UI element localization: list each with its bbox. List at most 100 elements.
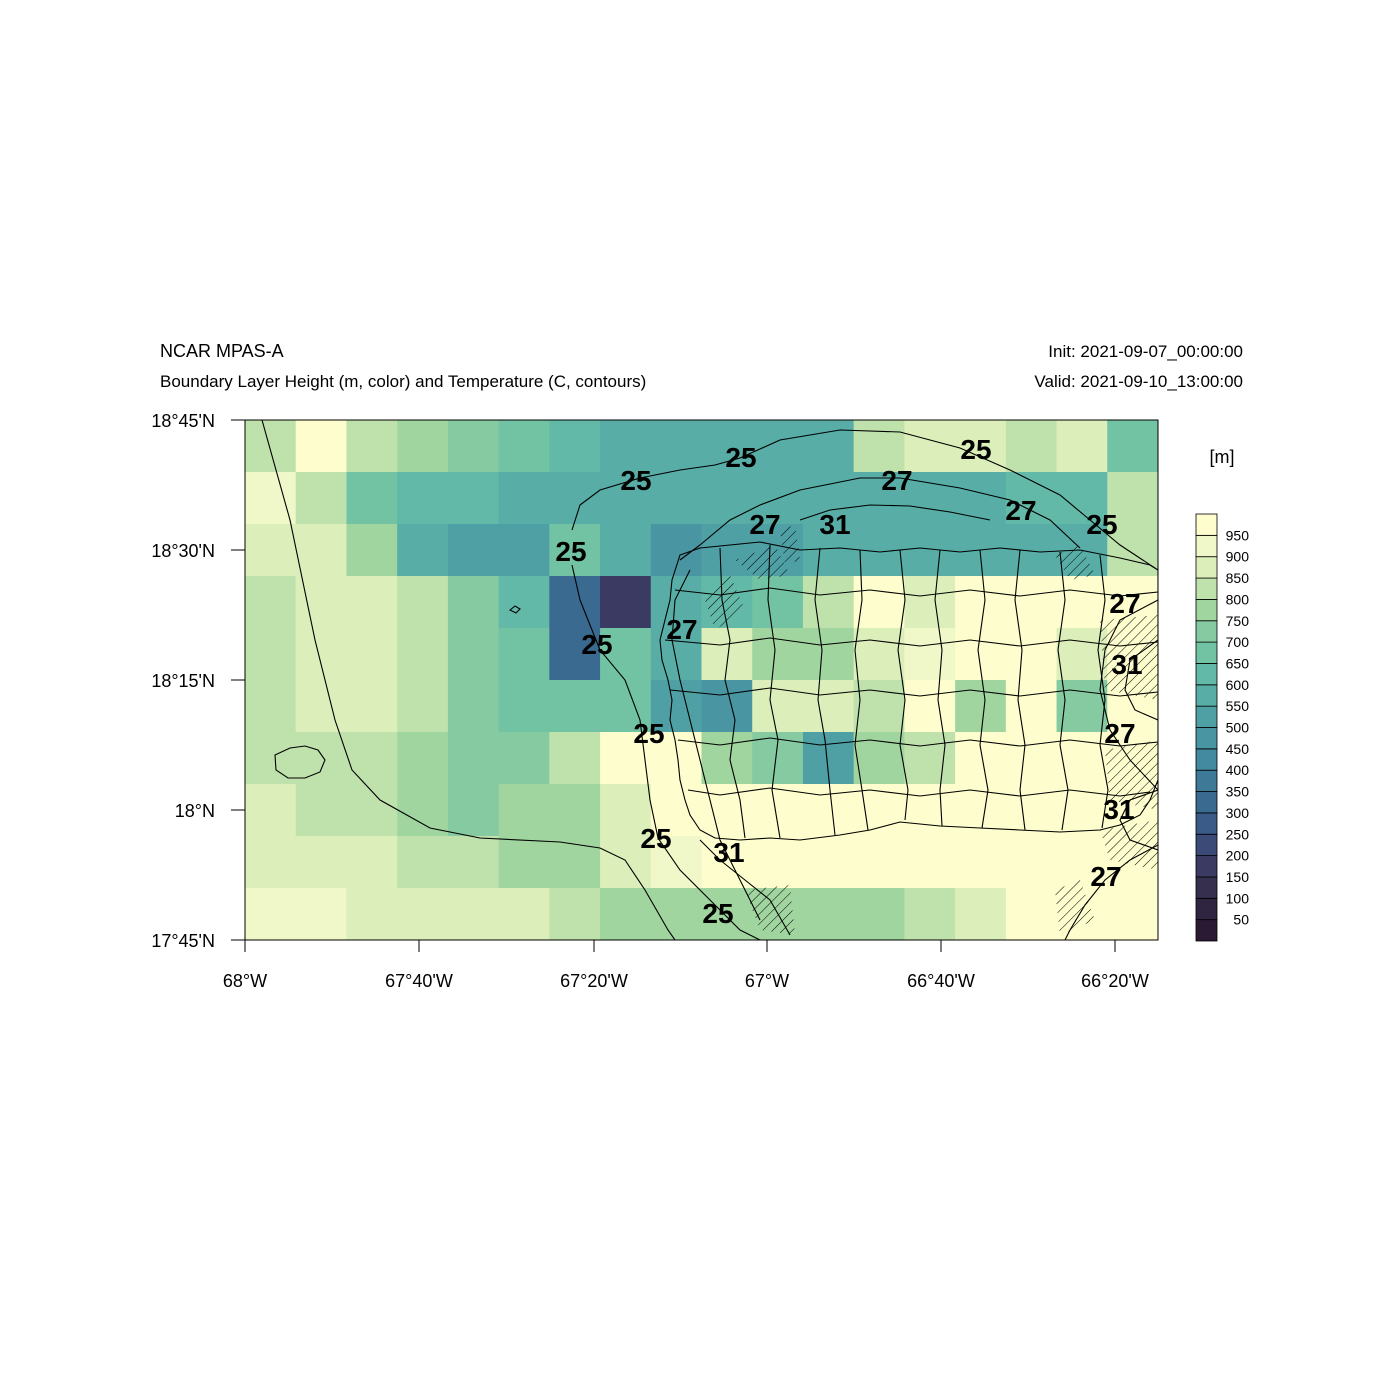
- grid-cell: [447, 888, 500, 940]
- colorbar-swatch: [1195, 748, 1218, 771]
- grid-cell: [802, 888, 855, 940]
- grid-cell: [600, 576, 652, 629]
- desecheo-island-coastline: [508, 605, 521, 614]
- colorbar-tick-label: 900: [1226, 549, 1250, 565]
- colorbar-tick-label: 300: [1226, 805, 1250, 821]
- contour-line-27: [679, 477, 1081, 561]
- grid-cell: [752, 836, 804, 889]
- grid-cell: [447, 680, 500, 733]
- grid-cell: [904, 784, 956, 837]
- contour-label: 31: [1103, 794, 1134, 825]
- contour-label: 27: [1005, 495, 1036, 526]
- municipal-border: [677, 737, 1158, 747]
- grid-cell: [1005, 576, 1058, 629]
- municipal-border: [854, 549, 869, 831]
- colorbar-tick-label: 100: [1226, 890, 1250, 906]
- contour-line-27: [1064, 844, 1158, 940]
- contour-label: 25: [725, 442, 756, 473]
- grid-cell: [346, 888, 398, 940]
- lon-tick-label: 66°40'W: [907, 971, 975, 991]
- grid-cell: [397, 420, 449, 473]
- contour-label: 27: [1104, 718, 1135, 749]
- grid-cell: [295, 732, 348, 785]
- grid-cell: [1107, 420, 1158, 473]
- grid-cell: [295, 420, 348, 473]
- grid-cell: [1005, 732, 1058, 785]
- grid-cell: [853, 784, 905, 837]
- boundary-layer-height-grid: [245, 420, 1158, 993]
- grid-cell: [650, 628, 703, 681]
- grid-cell: [1005, 420, 1058, 473]
- grid-cell: [802, 628, 855, 681]
- grid-cell: [397, 576, 449, 629]
- grid-cell: [701, 784, 753, 837]
- contour-label: 31: [819, 509, 850, 540]
- grid-cell: [1005, 888, 1058, 940]
- colorbar-swatch: [1195, 897, 1218, 921]
- coastlines-and-municipal-borders: [261, 420, 1158, 940]
- eez-boundary-line: [261, 420, 676, 940]
- grid-cell: [1005, 680, 1058, 733]
- grid-cell: [346, 524, 398, 577]
- grid-cell: [295, 472, 348, 525]
- grid-cell: [650, 472, 703, 525]
- grid-cell: [1107, 472, 1158, 525]
- grid-cell: [802, 420, 855, 473]
- municipal-border: [1097, 554, 1109, 829]
- grid-cell: [549, 628, 601, 681]
- grid-cell: [600, 628, 652, 681]
- lat-tick-label: 17°45'N: [151, 931, 215, 951]
- grid-cell: [701, 420, 753, 473]
- colorbar-tick-label: 450: [1226, 741, 1250, 757]
- grid-cell: [245, 628, 297, 681]
- contour-line-27: [1099, 599, 1158, 791]
- grid-cell: [1006, 940, 1057, 993]
- grid-cell: [549, 784, 601, 837]
- grid-cell: [600, 784, 652, 837]
- colorbar: [m] 50 100 150 200 250 300 350 400 450 500 550 600 6…: [1195, 447, 1250, 942]
- colorbar-tick-label: 850: [1226, 570, 1250, 586]
- grid-cell: [752, 680, 804, 733]
- grid-cell: [650, 576, 703, 629]
- municipal-border: [814, 547, 836, 836]
- colorbar-swatch: [1195, 513, 1218, 536]
- colorbar-tick-label: 350: [1226, 784, 1250, 800]
- grid-cell: [549, 420, 601, 473]
- grid-cell: [295, 784, 348, 837]
- colorbar-tick-label: 500: [1226, 720, 1250, 736]
- grid-cell: [498, 628, 550, 681]
- grid-cell: [650, 784, 703, 837]
- grid-cell: [1005, 784, 1058, 837]
- grid-cell: [853, 420, 905, 473]
- grid-cell: [295, 576, 348, 629]
- grid-cell: [904, 680, 956, 733]
- grid-cell: [498, 680, 550, 733]
- contour-label: 27: [749, 509, 780, 540]
- grid-cell: [1005, 524, 1058, 577]
- grid-cell: [295, 680, 348, 733]
- contour-label: 27: [666, 614, 697, 645]
- colorbar-swatch: [1195, 641, 1218, 664]
- grid-cell: [904, 420, 956, 473]
- contour-line-27: [671, 569, 761, 921]
- colorbar-swatch: [1195, 833, 1218, 857]
- grid-cell: [904, 628, 956, 681]
- grid-cell: [955, 836, 1007, 889]
- contour-label: 25: [633, 718, 664, 749]
- lon-tick-label: 67°40'W: [385, 971, 453, 991]
- grid-cell: [346, 576, 398, 629]
- grid-cell: [448, 940, 499, 993]
- colorbar-tick-label: 50: [1233, 912, 1249, 928]
- grid-cell: [904, 732, 956, 785]
- colorbar-swatch: [1195, 876, 1218, 899]
- grid-cell: [752, 420, 804, 473]
- grid-cell: [904, 576, 956, 629]
- lon-tick-label: 67°20'W: [560, 971, 628, 991]
- temperature-contours: [571, 429, 1158, 940]
- colorbar-tick-label: 250: [1226, 826, 1250, 842]
- grid-cell: [701, 888, 753, 940]
- grid-cell: [498, 420, 550, 473]
- lon-tick-label: 67°W: [745, 971, 789, 991]
- grid-cell: [853, 472, 905, 525]
- grid-cell: [397, 680, 449, 733]
